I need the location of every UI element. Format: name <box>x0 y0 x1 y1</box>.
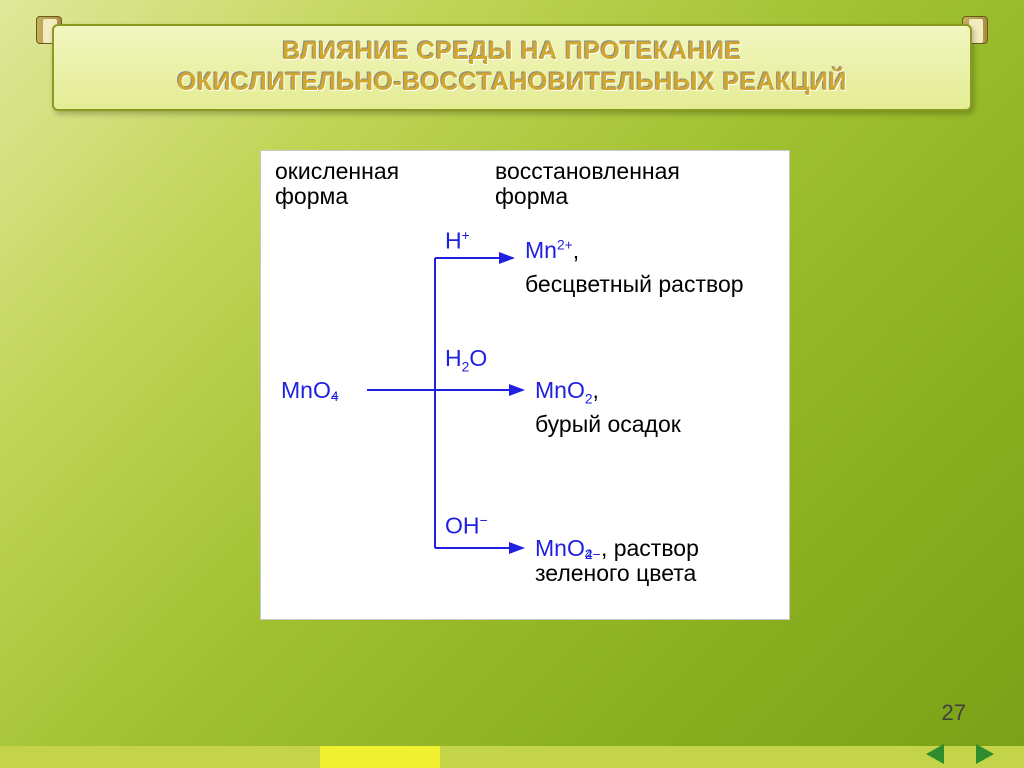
note-water: бурый осадок <box>535 412 681 437</box>
title-line2: ОКИСЛИТЕЛЬНО-ВОССТАНОВИТЕЛЬНЫХ РЕАКЦИЙ <box>177 68 847 96</box>
medium-acid: H+ <box>445 228 470 254</box>
nav-prev-icon[interactable] <box>926 744 944 764</box>
product-base: MnO2−4, растворзеленого цвета <box>535 536 785 587</box>
content-panel: окисленная форма восстановленная форма <box>260 150 790 620</box>
note-acid: бесцветный раствор <box>525 272 744 297</box>
product-water: MnO2, <box>535 378 599 407</box>
reaction-diagram: MnO−4 H+ Mn2+, бесцветный раствор H2O Mn… <box>275 228 775 598</box>
footer-accent <box>320 746 440 768</box>
title-line1: ВЛИЯНИЕ СРЕДЫ НА ПРОТЕКАНИЕ <box>282 37 741 65</box>
column-headers: окисленная форма восстановленная форма <box>275 159 775 210</box>
header-reduced: восстановленная форма <box>495 159 775 210</box>
header-oxidized: окисленная форма <box>275 159 495 210</box>
footer-bar <box>0 746 1024 768</box>
page-number: 27 <box>942 700 966 726</box>
title-banner: ВЛИЯНИЕ СРЕДЫ НА ПРОТЕКАНИЕ ОКИСЛИТЕЛЬНО… <box>52 24 972 111</box>
product-acid: Mn2+, <box>525 238 579 264</box>
reagent-formula: MnO−4 <box>281 378 347 403</box>
medium-water: H2O <box>445 346 487 375</box>
medium-base: OH− <box>445 513 488 539</box>
nav-next-icon[interactable] <box>976 744 994 764</box>
